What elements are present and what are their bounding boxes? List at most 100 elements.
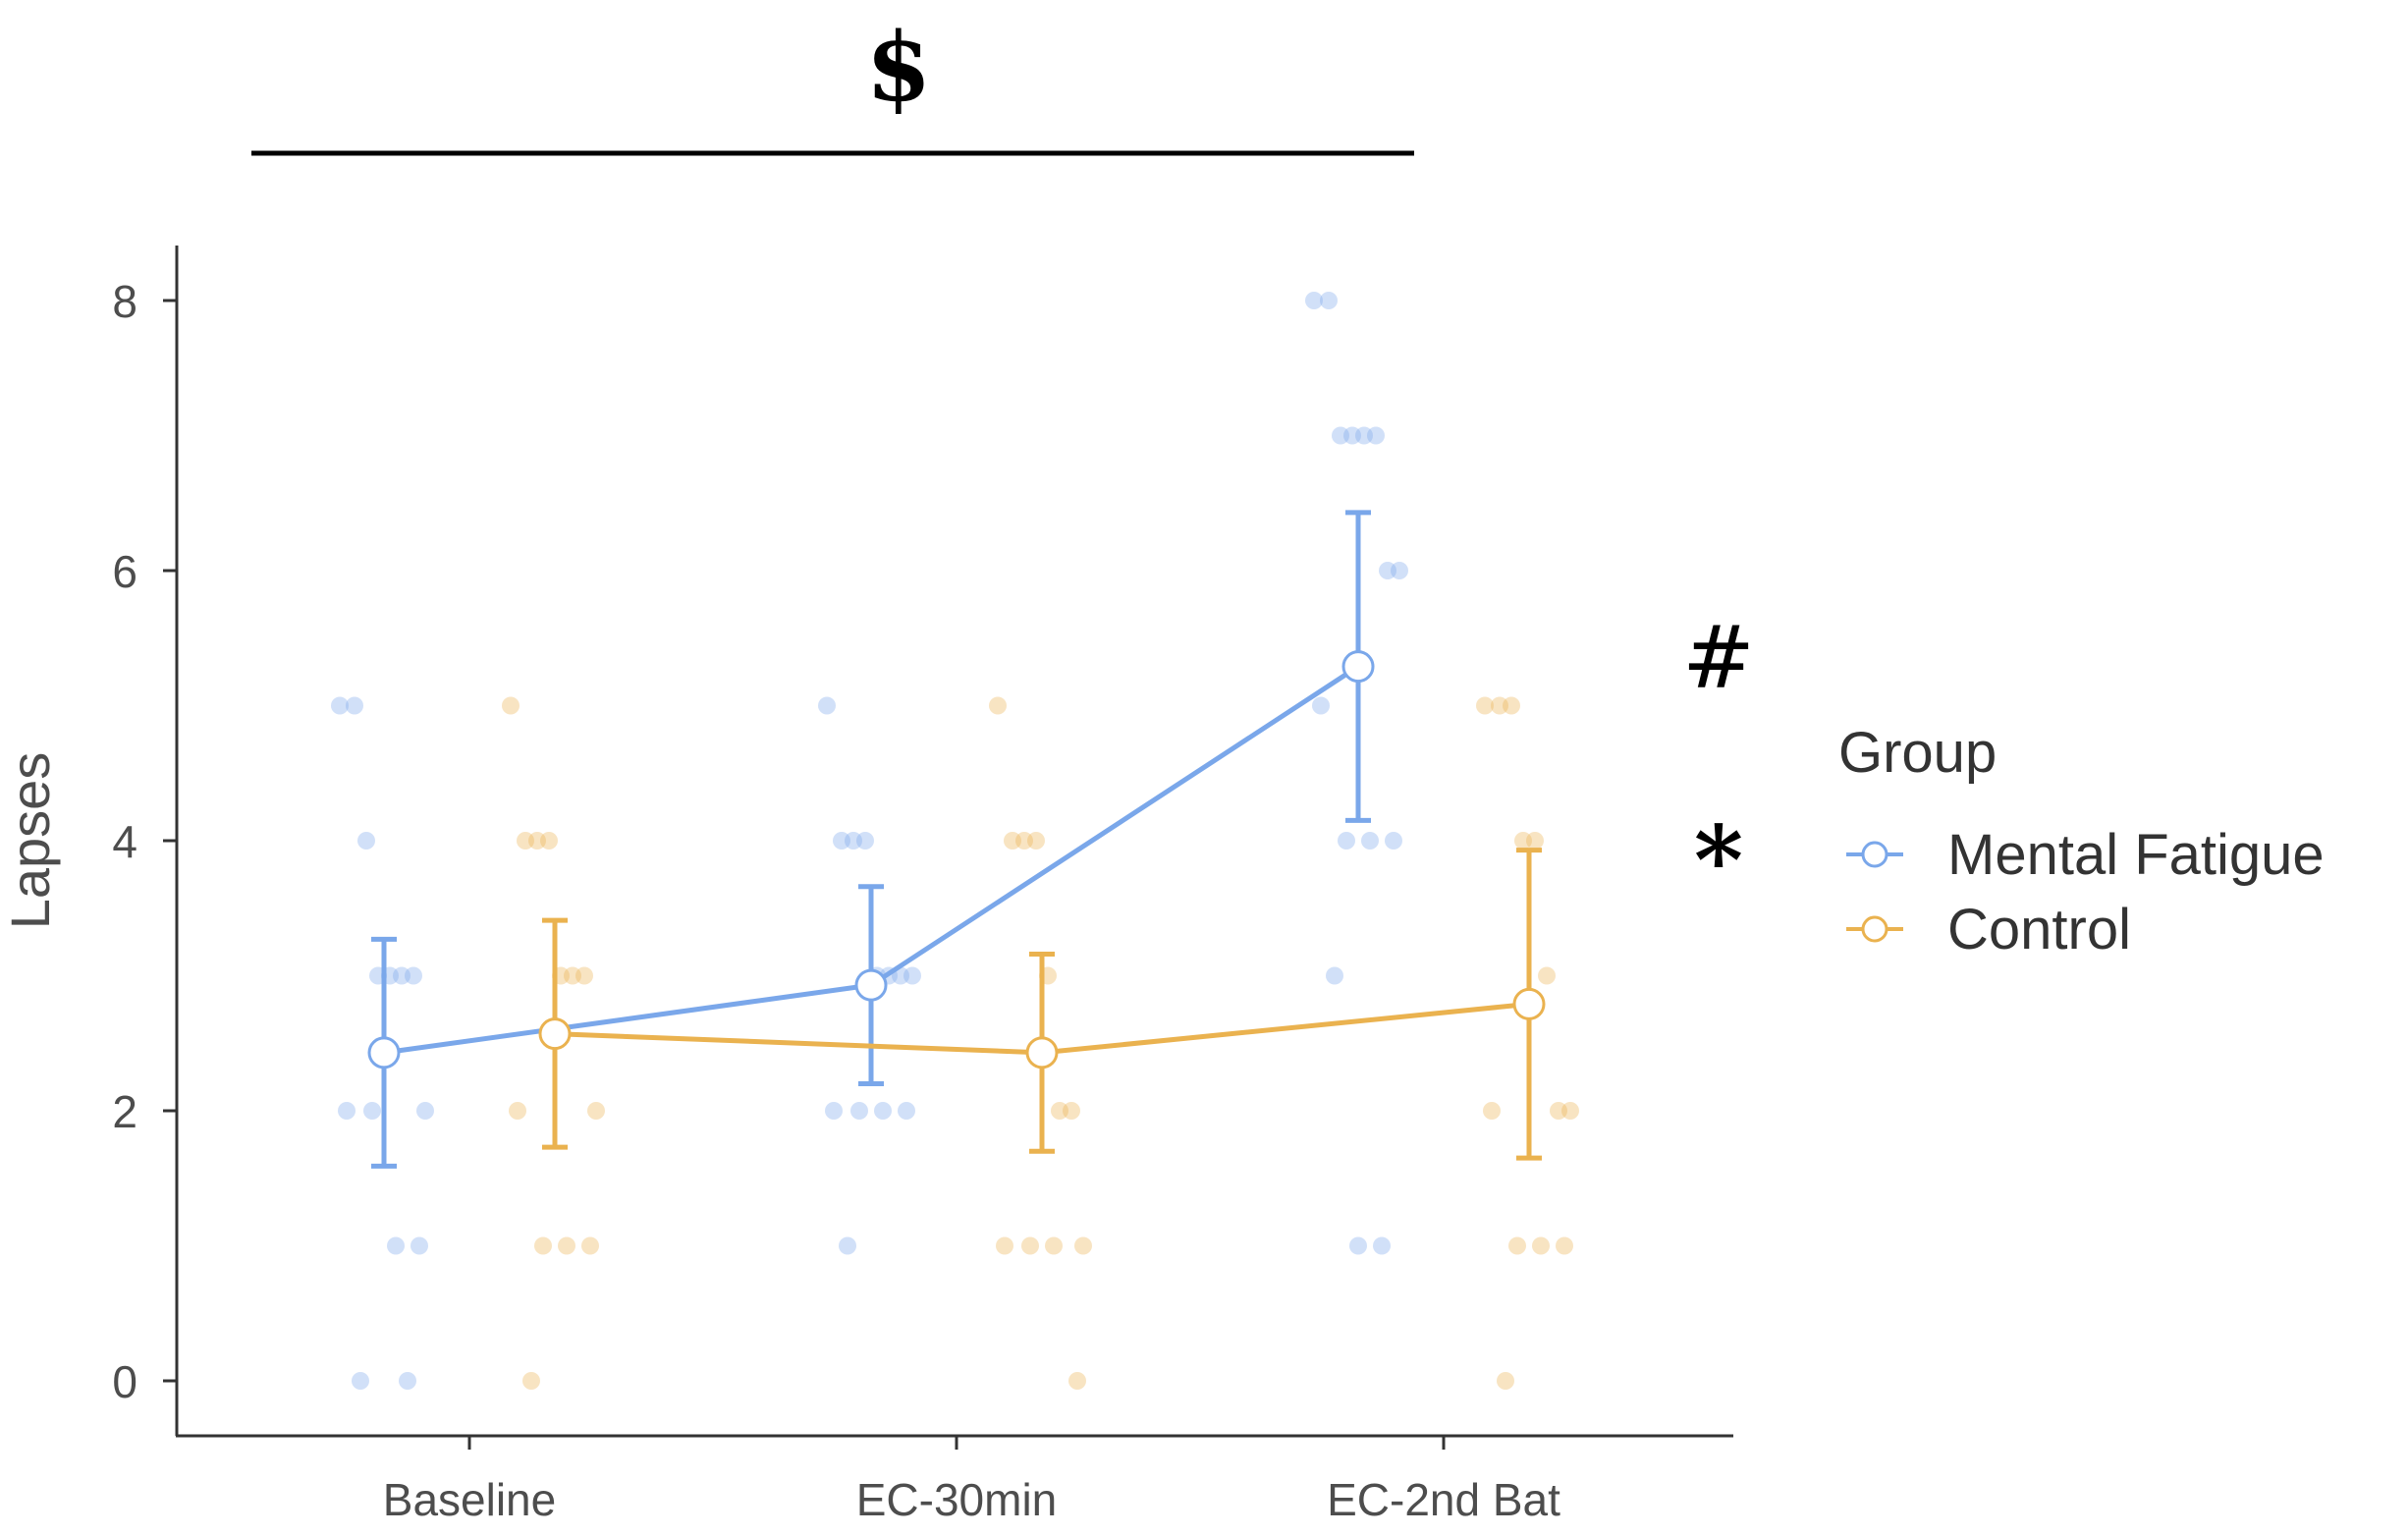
raw-point [1561, 1102, 1579, 1120]
raw-point [1332, 426, 1349, 445]
y-tick-label: 6 [112, 546, 137, 597]
legend-swatch-dot-mental-fatigue [1861, 841, 1888, 868]
raw-point [363, 1102, 381, 1120]
raw-point [1391, 562, 1408, 579]
raw-point [1326, 966, 1343, 985]
raw-point [558, 1236, 575, 1255]
mean-point [854, 968, 888, 1002]
raw-point [352, 1372, 369, 1390]
raw-point [989, 696, 1007, 715]
raw-point [405, 966, 422, 985]
raw-point [1320, 292, 1338, 309]
raw-point [903, 966, 921, 985]
raw-point [1476, 696, 1494, 715]
raw-point [387, 1236, 405, 1255]
raw-point [528, 832, 546, 850]
raw-point [338, 1102, 356, 1120]
x-tick-label: Baseline [383, 1474, 556, 1525]
raw-point [564, 966, 581, 985]
x-tick-label: EC-30min [856, 1474, 1058, 1525]
raw-point [1051, 1102, 1068, 1120]
raw-point [1373, 1236, 1391, 1255]
raw-point [1508, 1236, 1526, 1255]
raw-point [1550, 1102, 1567, 1120]
raw-point [874, 1102, 892, 1120]
mean-point [1341, 650, 1375, 684]
raw-point [1526, 832, 1544, 850]
y-axis-ticks: 0 2 4 6 8 [112, 276, 177, 1407]
raw-point [1532, 1236, 1550, 1255]
raw-point [845, 832, 862, 850]
dollar-annotation: $ [866, 12, 932, 123]
raw-point [1367, 426, 1385, 445]
y-axis-label: Lapses [0, 752, 61, 930]
raw-point [1063, 1102, 1080, 1120]
legend-label-control: Control [1947, 898, 2131, 961]
raw-point [1004, 832, 1021, 850]
raw-point [575, 966, 593, 985]
raw-point [833, 832, 850, 850]
raw-point [416, 1102, 434, 1120]
raw-point [1021, 1236, 1039, 1255]
raw-data-points [331, 292, 1579, 1390]
series-layer [367, 510, 1546, 1169]
y-tick-label: 2 [112, 1086, 137, 1137]
raw-point [1305, 292, 1323, 309]
raw-point [509, 1102, 526, 1120]
raw-point [581, 1236, 599, 1255]
raw-point [825, 1102, 843, 1120]
raw-point [399, 1372, 416, 1390]
x-axis-ticks: Baseline EC-30min EC-2nd Bat [383, 1436, 1560, 1525]
raw-point [1074, 1236, 1092, 1255]
raw-point [587, 1102, 605, 1120]
raw-point [331, 696, 349, 715]
raw-point [1045, 1236, 1063, 1255]
raw-point [850, 1102, 868, 1120]
raw-point [1338, 832, 1355, 850]
legend: Group Mental Fatigue Control [1838, 721, 2325, 961]
raw-point [410, 1236, 428, 1255]
raw-point [522, 1372, 540, 1390]
raw-point [1361, 832, 1379, 850]
raw-point [1015, 832, 1033, 850]
mean-point [538, 1017, 572, 1051]
raw-point [1385, 832, 1402, 850]
raw-point [1491, 696, 1508, 715]
raw-point [1483, 1102, 1501, 1120]
hash-annotation: # [1682, 607, 1755, 708]
raw-point [856, 832, 874, 850]
raw-point [502, 696, 520, 715]
raw-point [1349, 1236, 1367, 1255]
asterisk-annotation: * [1694, 805, 1743, 916]
raw-point [1497, 1372, 1514, 1390]
legend-label-mental-fatigue: Mental Fatigue [1947, 823, 2325, 887]
raw-point [839, 1236, 856, 1255]
raw-point [1068, 1372, 1086, 1390]
raw-point [1343, 426, 1361, 445]
mean-point [1025, 1036, 1059, 1070]
raw-point [1027, 832, 1045, 850]
raw-point [1355, 426, 1373, 445]
legend-swatch-dot-control [1861, 915, 1888, 943]
raw-point [1538, 966, 1556, 985]
y-tick-label: 8 [112, 276, 137, 327]
raw-point [818, 696, 836, 715]
raw-point [898, 1102, 915, 1120]
mean-point [1512, 987, 1546, 1020]
raw-point [346, 696, 363, 715]
raw-point [1312, 696, 1330, 715]
raw-point [534, 1236, 552, 1255]
raw-point [1514, 832, 1532, 850]
x-tick-label: EC-2nd Bat [1327, 1474, 1560, 1525]
raw-point [357, 832, 375, 850]
raw-point [996, 1236, 1013, 1255]
legend-title: Group [1838, 721, 1997, 785]
mean-point [367, 1036, 401, 1070]
raw-point [517, 832, 534, 850]
y-tick-label: 4 [112, 816, 137, 867]
raw-point [1503, 696, 1520, 715]
raw-point [540, 832, 558, 850]
raw-point [1556, 1236, 1573, 1255]
raw-point [1379, 562, 1396, 579]
